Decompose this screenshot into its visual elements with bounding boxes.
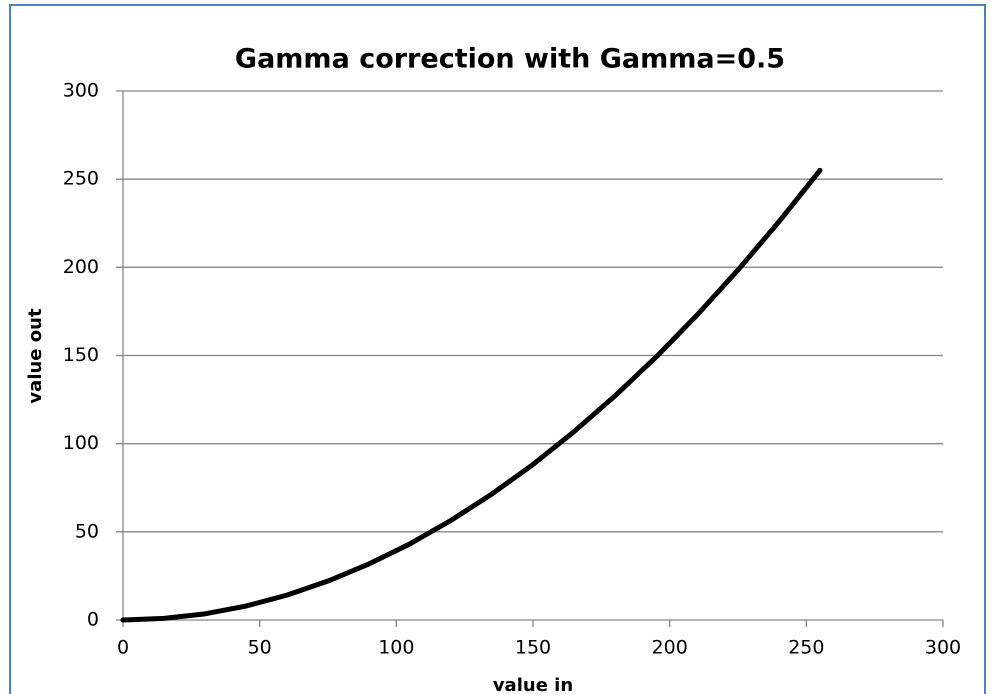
- y-tick-label: 50: [75, 520, 99, 542]
- y-tick-label: 100: [63, 432, 99, 454]
- chart-title: Gamma correction with Gamma=0.5: [235, 44, 785, 75]
- x-tick-label: 100: [378, 637, 414, 659]
- y-tick-label: 0: [87, 609, 99, 631]
- x-tick-label: 150: [515, 637, 551, 659]
- y-tick-label: 250: [63, 168, 99, 190]
- x-tick-label: 50: [248, 637, 272, 659]
- x-tick-label: 200: [652, 637, 688, 659]
- y-axis-label: value out: [25, 308, 46, 404]
- x-axis-label: value in: [493, 675, 573, 694]
- line-series: [120, 167, 823, 623]
- x-tick-label: 250: [788, 637, 824, 659]
- y-tick-label: 150: [63, 344, 99, 366]
- chart-frame: [9, 4, 986, 694]
- x-tick-label: 0: [117, 637, 129, 659]
- y-tick-label: 300: [63, 80, 99, 102]
- x-tick-label: 300: [925, 637, 961, 659]
- y-tick-label: 200: [63, 256, 99, 278]
